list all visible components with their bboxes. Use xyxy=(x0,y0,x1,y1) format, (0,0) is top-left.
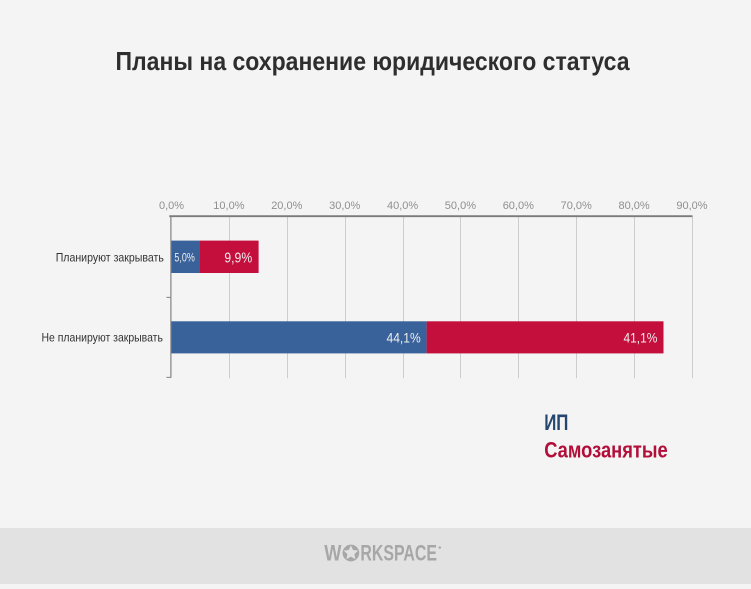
svg-text:9,9%: 9,9% xyxy=(224,249,252,266)
svg-text:0,0%: 0,0% xyxy=(159,200,184,212)
svg-text:W: W xyxy=(324,540,342,565)
svg-text:30,0%: 30,0% xyxy=(329,200,360,212)
svg-text:Самозанятые: Самозанятые xyxy=(544,437,668,462)
svg-text:20,0%: 20,0% xyxy=(271,200,302,212)
svg-text:60,0%: 60,0% xyxy=(503,200,534,212)
svg-text:90,0%: 90,0% xyxy=(676,200,707,212)
svg-text:10,0%: 10,0% xyxy=(213,200,244,212)
svg-text:RKSPACE: RKSPACE xyxy=(360,540,437,565)
svg-text:44,1%: 44,1% xyxy=(387,331,422,347)
svg-text:70,0%: 70,0% xyxy=(561,200,592,212)
svg-text:Не планируют закрывать: Не планируют закрывать xyxy=(42,331,163,344)
svg-text:50,0%: 50,0% xyxy=(445,200,476,212)
svg-text:5,0%: 5,0% xyxy=(174,251,195,265)
svg-text:ИП: ИП xyxy=(544,410,568,435)
svg-text:41,1%: 41,1% xyxy=(624,331,658,347)
svg-text:Планируют закрывать: Планируют закрывать xyxy=(56,251,164,264)
svg-text:80,0%: 80,0% xyxy=(618,200,649,212)
svg-text:Планы на сохранение юридическо: Планы на сохранение юридического статуса xyxy=(116,46,630,76)
svg-text:40,0%: 40,0% xyxy=(387,200,418,212)
